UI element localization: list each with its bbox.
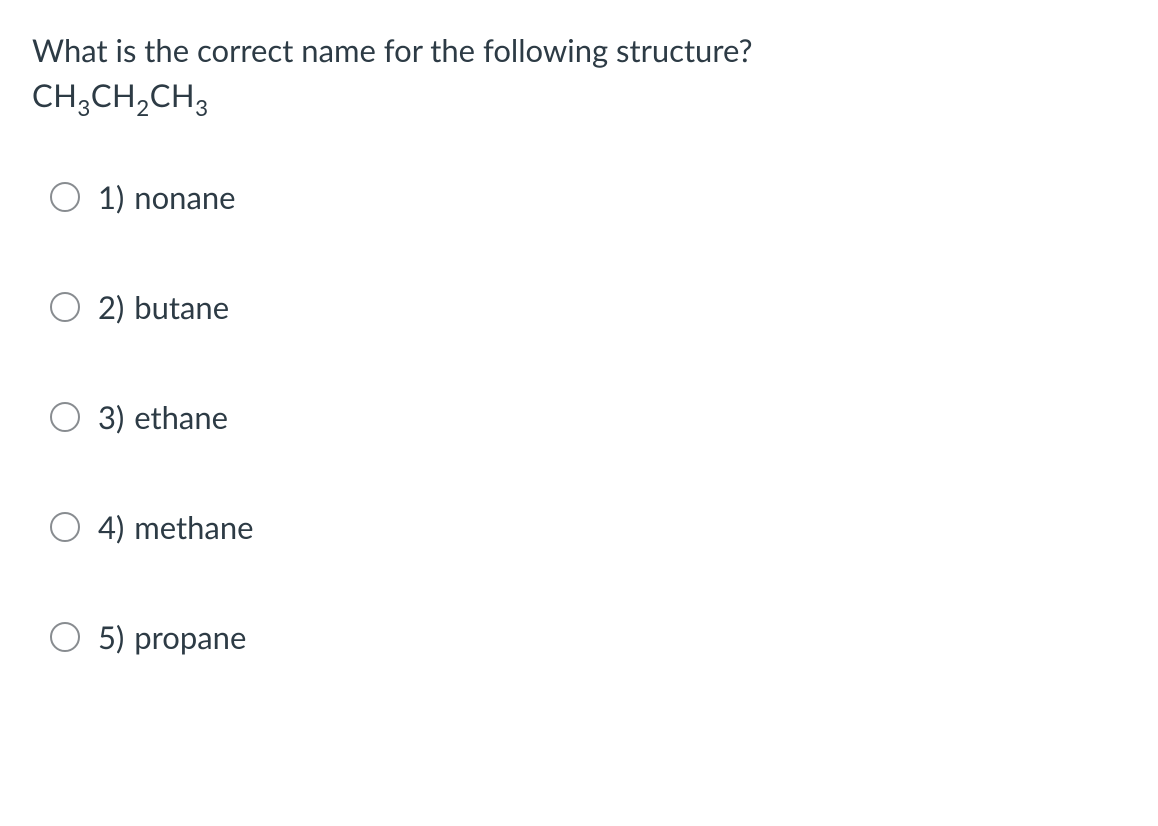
option-text: ethane [134, 398, 228, 436]
option-number: 2) [98, 288, 124, 326]
option-text: methane [134, 508, 253, 546]
option-label: 4) methane [98, 508, 254, 546]
option-number: 3) [98, 398, 124, 436]
option-label: 2) butane [98, 288, 229, 326]
option-row-5[interactable]: 5) propane [50, 618, 1126, 656]
option-row-4[interactable]: 4) methane [50, 508, 1126, 546]
options-list: 1) nonane 2) butane 3) ethane 4) methane… [32, 178, 1126, 656]
question-block: What is the correct name for the followi… [32, 28, 1126, 122]
radio-icon[interactable] [50, 182, 80, 212]
question-prompt: What is the correct name for the followi… [32, 28, 1126, 73]
radio-icon[interactable] [50, 402, 80, 432]
formula-sub: 3 [77, 94, 90, 121]
formula-seg: CH [32, 76, 77, 114]
option-label: 3) ethane [98, 398, 228, 436]
formula-seg: CH [91, 76, 136, 114]
option-number: 4) [98, 508, 124, 546]
option-label: 5) propane [98, 618, 246, 656]
option-row-3[interactable]: 3) ethane [50, 398, 1126, 436]
radio-icon[interactable] [50, 622, 80, 652]
option-text: propane [134, 618, 246, 656]
formula-sub: 2 [136, 94, 149, 121]
option-row-1[interactable]: 1) nonane [50, 178, 1126, 216]
option-text: nonane [134, 178, 235, 216]
option-number: 1) [98, 178, 124, 216]
option-text: butane [134, 288, 229, 326]
radio-icon[interactable] [50, 512, 80, 542]
formula-sub: 3 [195, 94, 208, 121]
option-row-2[interactable]: 2) butane [50, 288, 1126, 326]
option-number: 5) [98, 618, 124, 656]
chemical-formula: CH3CH2CH3 [32, 73, 1126, 123]
option-label: 1) nonane [98, 178, 236, 216]
formula-seg: CH [150, 76, 195, 114]
radio-icon[interactable] [50, 292, 80, 322]
